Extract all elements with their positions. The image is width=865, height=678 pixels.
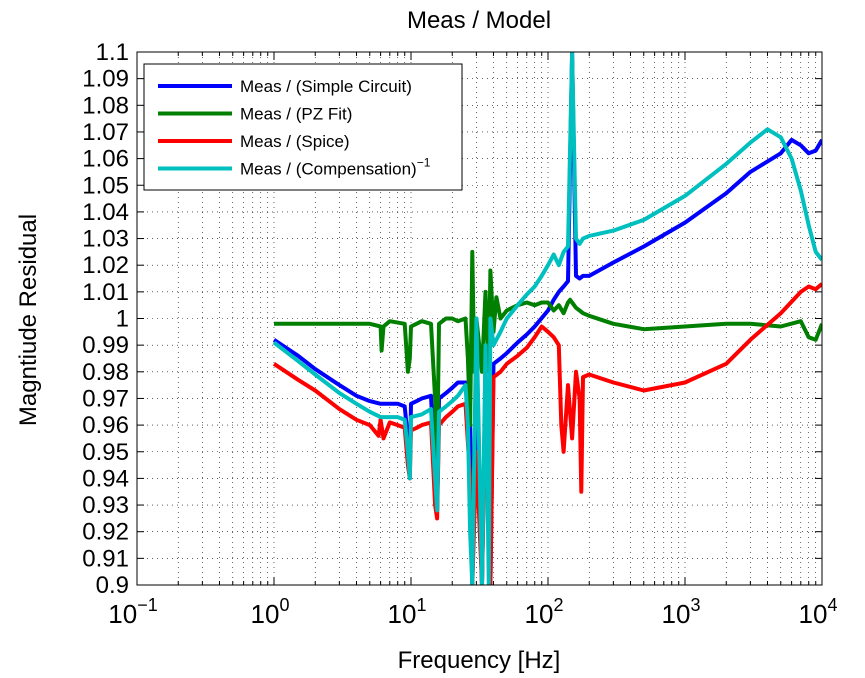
y-tick-label: 0.98	[82, 359, 129, 386]
y-tick-label: 1.04	[82, 199, 129, 226]
y-tick-label: 0.96	[82, 412, 129, 439]
y-tick-label: 1	[116, 306, 129, 333]
y-tick-label: 0.95	[82, 439, 129, 466]
legend-entry-4: Meas / (Compensation)−1	[240, 156, 431, 179]
y-tick-label: 1.1	[96, 39, 129, 66]
x-tick-label: 101	[388, 595, 427, 629]
series-line-4	[272, 52, 822, 585]
y-tick-label: 1.08	[82, 92, 129, 119]
legend-entry-2: Meas / (PZ Fit)	[240, 105, 352, 124]
legend: Meas / (Simple Circuit) Meas / (PZ Fit) Me…	[143, 63, 463, 191]
axes	[136, 51, 823, 586]
y-tick-label: 0.91	[82, 545, 129, 572]
legend-entry-1: Meas / (Simple Circuit)	[240, 77, 412, 96]
x-tick-label: 10−1	[108, 595, 157, 629]
x-tick-label: 100	[251, 595, 290, 629]
y-tick-label: 0.93	[82, 492, 129, 519]
y-tick-label: 1.09	[82, 66, 129, 93]
y-tick-label: 0.94	[82, 465, 129, 492]
x-tick-label: 104	[799, 595, 838, 629]
chart-title: Meas / Model	[407, 7, 551, 34]
tick-labels: 0.90.910.920.930.940.950.960.970.980.991…	[82, 39, 837, 629]
y-tick-label: 0.92	[82, 519, 129, 546]
y-axis-label: Magntiude Residual	[15, 214, 42, 426]
y-tick-label: 1.07	[82, 119, 129, 146]
series-line-2	[274, 249, 822, 468]
x-axis-label: Frequency [Hz]	[398, 647, 561, 674]
y-tick-label: 1.03	[82, 226, 129, 253]
legend-entry-3: Meas / (Spice)	[240, 132, 350, 151]
y-tick-label: 0.97	[82, 385, 129, 412]
y-tick-label: 1.05	[82, 172, 129, 199]
y-tick-label: 0.99	[82, 332, 129, 359]
x-tick-label: 102	[525, 595, 564, 629]
y-tick-label: 1.02	[82, 252, 129, 279]
x-tick-label: 103	[662, 595, 701, 629]
y-tick-label: 0.9	[96, 572, 129, 599]
y-tick-label: 1.06	[82, 146, 129, 173]
series-lines	[272, 52, 822, 585]
y-tick-label: 1.01	[82, 279, 129, 306]
